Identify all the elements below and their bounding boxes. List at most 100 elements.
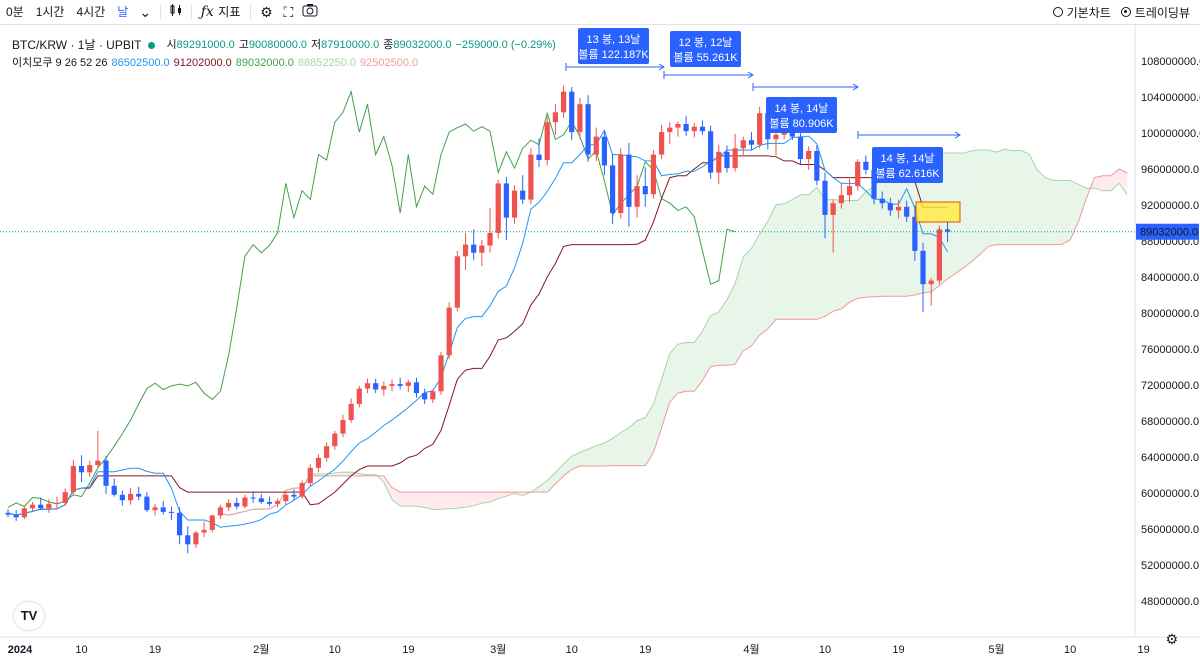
high-label: 고: [238, 39, 249, 51]
arrow-head-icon: [747, 71, 754, 79]
interval-4h[interactable]: 4시간: [76, 5, 106, 19]
candle-body: [511, 190, 518, 218]
candle-body: [552, 112, 558, 123]
time-tick-label: 19: [149, 644, 161, 656]
indicators-button[interactable]: 지표: [218, 5, 241, 19]
candle-body: [348, 403, 354, 421]
date-range-bars-label: 12 봉, 12날: [679, 36, 733, 49]
cloud-segment: [612, 432, 621, 466]
candle-body: [838, 195, 844, 204]
date-range-bars-label: 14 봉, 14날: [881, 152, 935, 165]
candle-body: [185, 535, 191, 545]
cloud-segment: [1012, 150, 1022, 245]
candle-body: [659, 132, 665, 155]
cloud-segment: [342, 472, 352, 476]
indicator-fx-icon[interactable]: ƒx: [200, 4, 214, 20]
cloud-segment: [718, 299, 727, 366]
candle-body: [258, 498, 264, 502]
interval-1d[interactable]: 날: [117, 5, 129, 19]
chart-settings-gear-icon[interactable]: ⚙: [1165, 631, 1178, 647]
interval-1h[interactable]: 1시간: [35, 5, 65, 19]
cloud-segment: [694, 331, 703, 392]
time-axis[interactable]: 202410192월10193월10194월10195월101928: [0, 636, 1200, 656]
time-tick-label: 19: [639, 644, 651, 656]
ichimoku-label[interactable]: 이치모쿠 9 26 52 26: [12, 57, 108, 69]
price-tick-label: 56000000.0: [1141, 524, 1199, 536]
camera-icon[interactable]: [299, 0, 321, 24]
conversion-line: [7, 129, 948, 528]
candle-body: [871, 169, 877, 199]
toolbar-divider: [250, 4, 252, 20]
candle-body: [895, 206, 902, 211]
candle-body: [536, 154, 542, 160]
time-tick-label: 2월: [253, 643, 269, 656]
highlight-rectangle: [915, 201, 961, 223]
cloud-segment: [898, 170, 907, 297]
cloud-segment: [1070, 180, 1079, 241]
cloud-segment: [800, 194, 809, 320]
candle-body: [462, 244, 469, 257]
candle-body: [103, 460, 109, 486]
price-tick-label: 92000000.0: [1141, 200, 1199, 212]
open-value: 89291000.0: [176, 39, 235, 51]
cloud-segment: [857, 191, 866, 299]
candlestick-icon[interactable]: [165, 0, 187, 24]
cloud-segment: [416, 492, 425, 508]
candle-body: [920, 250, 926, 285]
candle-body: [732, 148, 738, 169]
cloud-segment: [408, 492, 417, 507]
time-tick-label: 19: [1138, 644, 1150, 656]
view-toggle: 기본차트 트레이딩뷰: [1052, 0, 1200, 24]
radio-tradingview[interactable]: 트레이딩뷰: [1120, 4, 1190, 21]
ichimoku-cloud: [220, 149, 1128, 516]
candle-body: [225, 502, 232, 508]
chevron-down-icon[interactable]: ⌄: [139, 4, 152, 20]
fullscreen-icon[interactable]: ⛶: [283, 4, 294, 20]
cloud-segment: [767, 204, 776, 329]
candle-body: [422, 393, 428, 400]
gear-icon[interactable]: ⚙: [260, 4, 273, 20]
tradingview-logo[interactable]: TV: [14, 602, 44, 630]
price-tick-label: 52000000.0: [1141, 560, 1199, 572]
radio-circle-icon: [1120, 7, 1131, 17]
cloud-segment: [1029, 154, 1038, 245]
cloud-segment: [653, 379, 662, 453]
price-tick-label: 80000000.0: [1141, 308, 1199, 320]
candle-body: [373, 383, 379, 390]
cloud-segment: [792, 194, 801, 320]
candle-body: [136, 493, 142, 497]
ichimoku-lines: [7, 89, 1128, 528]
price-tick-label: 60000000.0: [1141, 488, 1199, 500]
cloud-segment: [645, 404, 654, 466]
cloud-segment: [351, 472, 360, 476]
cloud-segment: [547, 472, 556, 493]
price-tick-label: 72000000.0: [1141, 380, 1199, 392]
price-tick-label: 100000000.0: [1141, 128, 1200, 140]
interval-1m[interactable]: 0분: [6, 5, 24, 19]
cloud-segment: [661, 353, 670, 428]
cloud-segment: [1078, 184, 1087, 223]
candle-body: [111, 485, 117, 495]
candle-body: [471, 244, 477, 253]
candle-body: [397, 384, 403, 386]
symbol-title[interactable]: BTC/KRW · 1날 · UPBIT: [12, 38, 142, 52]
radio-basic-chart[interactable]: 기본차트: [1052, 4, 1111, 21]
candle-body: [846, 186, 853, 196]
cloud-segment: [604, 438, 613, 466]
date-range-box: [766, 97, 837, 133]
candle-body: [144, 496, 150, 511]
cloud-segment: [710, 311, 719, 367]
candle-body: [78, 466, 85, 473]
price-tick-label: 104000000.0: [1141, 92, 1200, 104]
arrow-head-icon: [954, 131, 961, 139]
cloud-segment: [874, 175, 883, 297]
candle-body: [209, 515, 215, 530]
cloud-segment: [637, 417, 646, 466]
cloud-segment: [1037, 170, 1046, 245]
price-axis[interactable]: 108000000.0 104000000.0 100000000.0 9600000…: [1134, 25, 1200, 637]
span-b-line: [220, 168, 1128, 516]
cloud-segment: [441, 492, 450, 510]
time-tick-label: 19: [402, 644, 414, 656]
